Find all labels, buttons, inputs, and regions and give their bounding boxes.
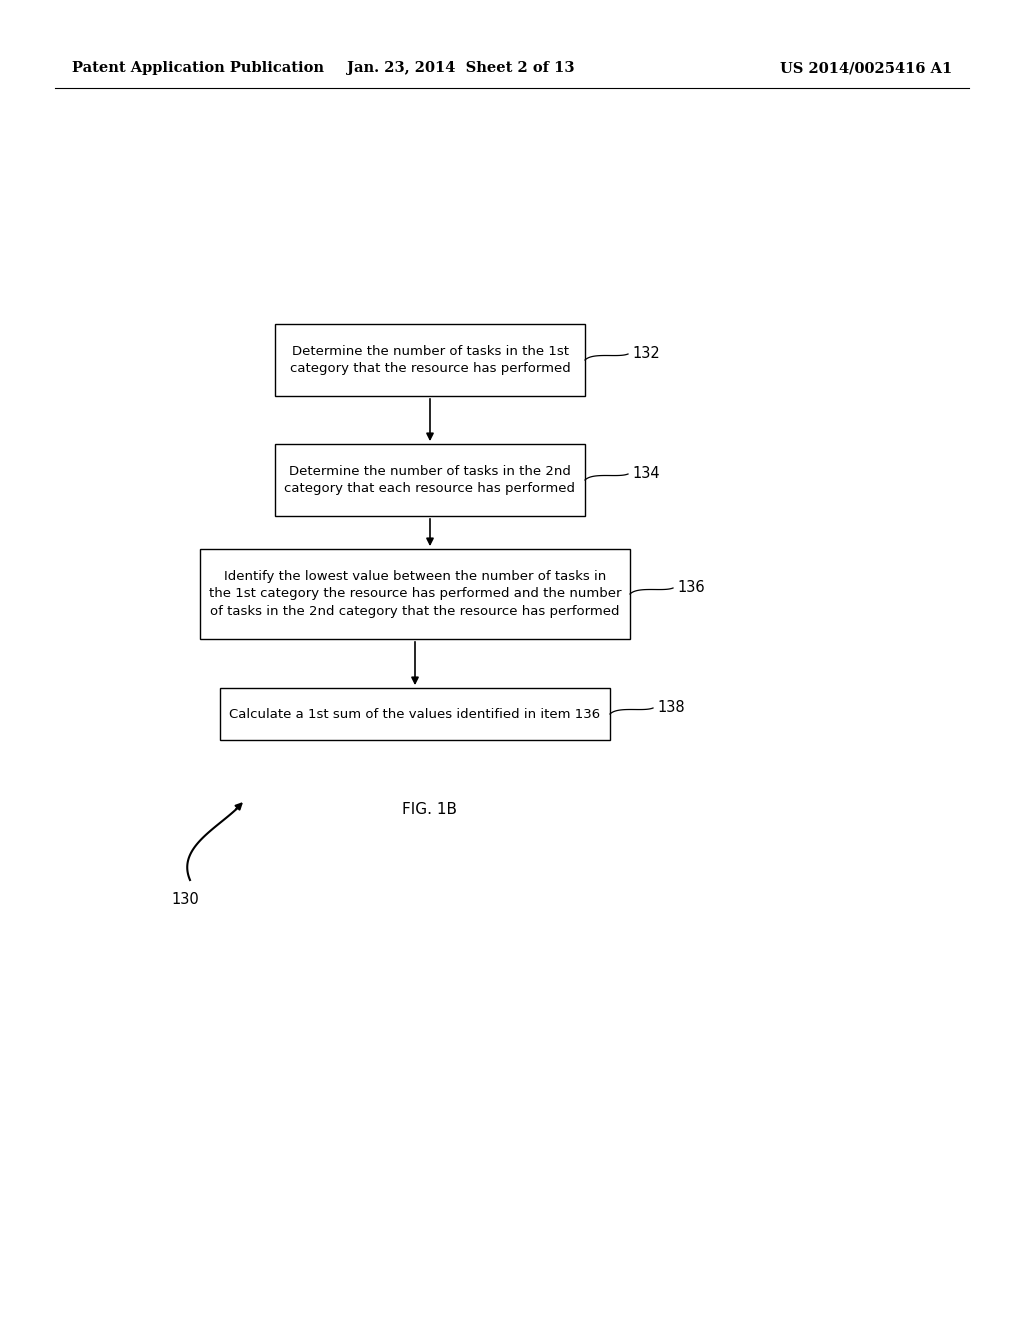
- Text: Jan. 23, 2014  Sheet 2 of 13: Jan. 23, 2014 Sheet 2 of 13: [347, 61, 574, 75]
- Text: 132: 132: [632, 346, 659, 362]
- FancyBboxPatch shape: [275, 444, 585, 516]
- Text: 138: 138: [657, 701, 685, 715]
- FancyBboxPatch shape: [275, 323, 585, 396]
- Text: Patent Application Publication: Patent Application Publication: [72, 61, 324, 75]
- Text: Identify the lowest value between the number of tasks in
the 1st category the re: Identify the lowest value between the nu…: [209, 570, 622, 618]
- Text: FIG. 1B: FIG. 1B: [402, 803, 458, 817]
- Text: 136: 136: [677, 581, 705, 595]
- Text: Determine the number of tasks in the 2nd
category that each resource has perform: Determine the number of tasks in the 2nd…: [285, 465, 575, 495]
- Text: Determine the number of tasks in the 1st
category that the resource has performe: Determine the number of tasks in the 1st…: [290, 345, 570, 375]
- Text: 130: 130: [171, 892, 199, 908]
- Text: 134: 134: [632, 466, 659, 482]
- Text: US 2014/0025416 A1: US 2014/0025416 A1: [779, 61, 952, 75]
- FancyBboxPatch shape: [220, 688, 610, 741]
- Text: Calculate a 1st sum of the values identified in item 136: Calculate a 1st sum of the values identi…: [229, 708, 600, 721]
- FancyBboxPatch shape: [200, 549, 630, 639]
